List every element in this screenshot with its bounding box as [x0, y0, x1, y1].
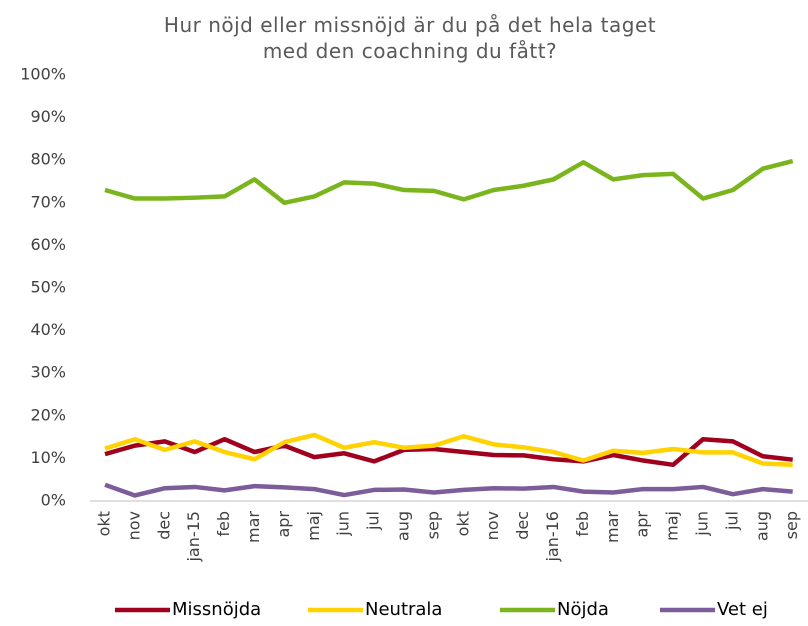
x-tick-label: maj [663, 511, 682, 541]
x-tick-label: sep [423, 511, 442, 539]
x-tick-label: jun [334, 511, 353, 537]
chart-title: Hur nöjd eller missnöjd är du på det hel… [163, 13, 657, 63]
y-tick-label: 30% [30, 363, 66, 382]
legend-label: Nöjda [557, 599, 609, 620]
x-tick-label: mar [603, 511, 622, 543]
x-tick-label: apr [633, 511, 652, 538]
x-tick-label: mar [244, 511, 263, 543]
series-line [104, 436, 793, 468]
x-tick-label: jan-15 [184, 511, 203, 563]
x-tick-label: sep [782, 511, 801, 539]
x-tick-label: okt [95, 511, 114, 536]
legend-label: Neutrala [365, 599, 442, 620]
x-tick-label: okt [453, 511, 472, 536]
y-tick-label: 100% [20, 65, 66, 84]
x-tick-label: jun [693, 511, 712, 537]
x-tick-label: aug [752, 511, 771, 541]
x-tick-label: nov [124, 511, 143, 540]
x-tick-label: maj [304, 511, 323, 541]
x-tick-label: apr [274, 511, 293, 538]
y-tick-label: 90% [30, 107, 66, 126]
legend-label: Missnöjda [172, 599, 261, 620]
x-tick-label: nov [483, 511, 502, 540]
y-tick-label: 80% [30, 150, 66, 169]
x-tick-label: feb [573, 511, 592, 537]
y-tick-label: 0% [41, 491, 66, 510]
x-tick-label: dec [154, 511, 173, 540]
y-tick-label: 20% [30, 405, 66, 424]
series-line [104, 482, 793, 498]
y-tick-label: 60% [30, 235, 66, 254]
legend-label: Vet ej [717, 599, 768, 620]
y-tick-label: 50% [30, 278, 66, 297]
x-tick-label: jul [722, 511, 741, 531]
x-tick-label: feb [214, 511, 233, 537]
series-line [104, 432, 793, 468]
x-tick-label: jan-16 [543, 511, 562, 563]
y-tick-label: 10% [30, 448, 66, 467]
y-tick-label: 40% [30, 320, 66, 339]
x-tick-label: dec [513, 511, 532, 540]
y-tick-label: 70% [30, 192, 66, 211]
x-tick-label: jul [364, 511, 383, 531]
series-line [104, 158, 794, 206]
x-tick-label: aug [394, 511, 413, 541]
